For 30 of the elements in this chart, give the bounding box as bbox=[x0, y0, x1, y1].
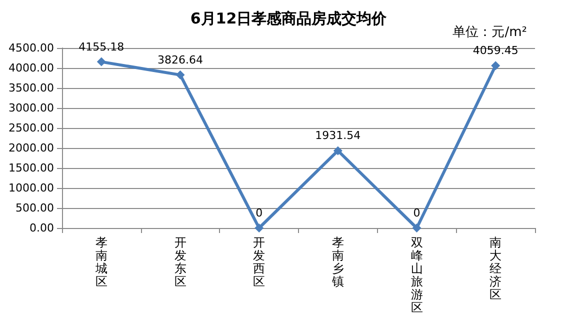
x-tick-label: 孝南城区 bbox=[94, 236, 108, 288]
x-tick-label: 开发东区 bbox=[174, 236, 186, 288]
x-tick-label: 孝南乡镇 bbox=[330, 236, 344, 288]
data-label: 4059.45 bbox=[472, 44, 518, 58]
data-label: 0 bbox=[256, 206, 263, 220]
y-tick-label: 2500.00 bbox=[8, 122, 54, 134]
point bbox=[333, 146, 342, 156]
y-tick-label: 2000.00 bbox=[8, 142, 54, 154]
chart-title: 6月12日孝感商品房成交均价 bbox=[190, 10, 388, 28]
y-tick-label: 3000.00 bbox=[8, 102, 54, 114]
x-tick-label: 双峰山旅游区 bbox=[410, 236, 423, 314]
point bbox=[176, 70, 185, 80]
data-label: 4155.18 bbox=[78, 40, 124, 54]
point bbox=[491, 61, 500, 70]
point bbox=[254, 224, 264, 232]
y-tick-label: 3500.00 bbox=[8, 82, 54, 94]
x-tick-label: 南大经济区 bbox=[490, 236, 502, 302]
text: 单位：元/m² bbox=[452, 25, 528, 40]
y-tick-label: 4000.00 bbox=[8, 62, 54, 74]
y-tick-label: 1000.00 bbox=[8, 182, 54, 194]
y-tick-label: 4500.00 bbox=[8, 42, 54, 54]
point bbox=[412, 224, 422, 232]
y-tick-label: 500.00 bbox=[16, 202, 54, 214]
y-tick-label: 1500.00 bbox=[8, 162, 54, 174]
point bbox=[96, 57, 106, 66]
data-label: 3826.64 bbox=[158, 53, 203, 66]
x-tick-label: 开发西区 bbox=[253, 236, 266, 288]
data-label: 1931.54 bbox=[315, 129, 361, 142]
y-tick-label: 0.00 bbox=[30, 222, 54, 234]
data-label: 0 bbox=[413, 206, 420, 220]
